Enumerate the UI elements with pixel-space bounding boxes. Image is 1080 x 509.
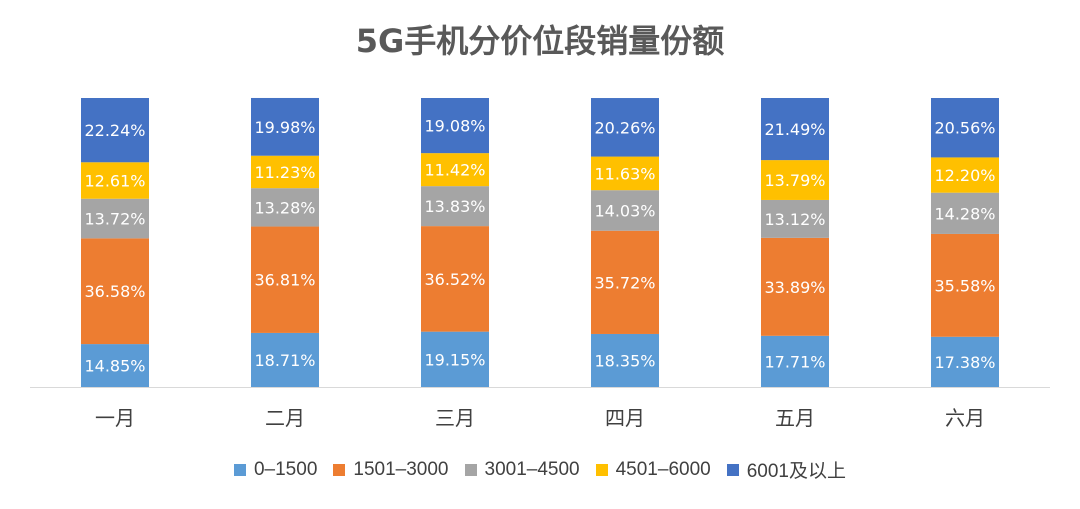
bar-segment-series-2-cat-1 bbox=[251, 188, 319, 227]
data-label-series-2-cat-5: 14.28% bbox=[934, 204, 995, 223]
data-label-series-0-cat-4: 17.71% bbox=[764, 352, 825, 371]
legend-item-2: 3001–4500 bbox=[464, 458, 580, 481]
legend-item-1: 1501–3000 bbox=[333, 458, 449, 481]
legend-swatch-0 bbox=[233, 463, 246, 476]
data-label-series-3-cat-2: 11.42% bbox=[424, 161, 485, 180]
data-label-series-4-cat-3: 20.26% bbox=[594, 118, 655, 137]
bar-segment-series-0-cat-5 bbox=[931, 336, 999, 387]
data-label-series-2-cat-4: 13.12% bbox=[764, 210, 825, 229]
bar-segment-series-0-cat-2 bbox=[421, 331, 489, 387]
bar-segment-series-1-cat-3 bbox=[591, 230, 659, 334]
legend-label-0: 0–1500 bbox=[253, 458, 318, 480]
data-label-series-4-cat-4: 21.49% bbox=[764, 120, 825, 139]
data-label-series-1-cat-4: 33.89% bbox=[764, 278, 825, 297]
legend-label-1: 1501–3000 bbox=[353, 458, 449, 480]
x-tick-label-0: 一月 bbox=[95, 406, 135, 430]
chart-legend: 0–1500 1501–3000 3001–4500 4501–6000 6001及以上 bbox=[0, 456, 1080, 483]
bar-segment-series-3-cat-5 bbox=[931, 157, 999, 193]
bar-segment-series-0-cat-3 bbox=[591, 333, 659, 387]
data-label-series-3-cat-5: 12.20% bbox=[934, 166, 995, 185]
bar-segment-series-4-cat-1 bbox=[251, 97, 319, 156]
data-label-series-4-cat-2: 19.08% bbox=[424, 117, 485, 136]
data-label-series-2-cat-1: 13.28% bbox=[254, 198, 315, 217]
legend-swatch-2 bbox=[464, 463, 477, 476]
legend-label-4: 6001及以上 bbox=[746, 461, 846, 482]
x-tick-label-2: 三月 bbox=[435, 406, 475, 430]
bar-segment-series-1-cat-1 bbox=[251, 226, 319, 333]
bar-segment-series-4-cat-3 bbox=[591, 98, 659, 157]
data-label-series-3-cat-0: 12.61% bbox=[84, 171, 145, 190]
legend-item-3: 4501–6000 bbox=[595, 458, 711, 481]
x-tick-label-4: 五月 bbox=[775, 406, 815, 430]
data-label-series-1-cat-0: 36.58% bbox=[84, 282, 145, 301]
data-label-series-2-cat-3: 14.03% bbox=[594, 201, 655, 220]
data-label-series-2-cat-0: 13.72% bbox=[84, 210, 145, 229]
data-label-series-2-cat-2: 13.83% bbox=[424, 197, 485, 216]
data-label-series-1-cat-5: 35.58% bbox=[934, 276, 995, 295]
bar-segment-series-3-cat-3 bbox=[591, 156, 659, 191]
data-label-series-0-cat-5: 17.38% bbox=[934, 353, 995, 372]
data-label-series-3-cat-4: 13.79% bbox=[764, 171, 825, 190]
legend-swatch-4 bbox=[726, 463, 739, 476]
data-label-series-0-cat-0: 14.85% bbox=[84, 357, 145, 376]
bar-segment-series-4-cat-4 bbox=[761, 98, 829, 161]
data-label-series-0-cat-2: 19.15% bbox=[424, 350, 485, 369]
bar-segment-series-2-cat-4 bbox=[761, 199, 829, 238]
data-label-series-4-cat-0: 22.24% bbox=[84, 121, 145, 140]
legend-swatch-1 bbox=[333, 463, 346, 476]
bar-segment-series-1-cat-5 bbox=[931, 233, 999, 337]
chart-title: 5G手机分价位段销量份额 bbox=[355, 22, 725, 60]
x-tick-label-3: 四月 bbox=[605, 406, 645, 430]
data-label-series-0-cat-1: 18.71% bbox=[254, 351, 315, 370]
legend-item-4: 6001及以上 bbox=[726, 456, 846, 483]
bar-segment-series-1-cat-2 bbox=[421, 226, 489, 332]
bar-segment-series-3-cat-2 bbox=[421, 153, 489, 187]
bar-segment-series-3-cat-0 bbox=[81, 162, 149, 199]
bar-segment-series-4-cat-5 bbox=[931, 98, 999, 158]
x-tick-label-5: 六月 bbox=[945, 406, 985, 430]
legend-item-0: 0–1500 bbox=[233, 458, 318, 481]
bar-segment-series-2-cat-2 bbox=[421, 186, 489, 227]
data-label-series-1-cat-1: 36.81% bbox=[254, 271, 315, 290]
data-label-series-3-cat-1: 11.23% bbox=[254, 163, 315, 182]
bar-segment-series-2-cat-0 bbox=[81, 198, 149, 239]
legend-swatch-3 bbox=[595, 463, 608, 476]
bar-segment-series-1-cat-0 bbox=[81, 238, 149, 345]
data-label-series-4-cat-5: 20.56% bbox=[934, 119, 995, 138]
legend-label-2: 3001–4500 bbox=[484, 458, 580, 480]
bar-segment-series-0-cat-0 bbox=[81, 344, 149, 387]
bar-segment-series-2-cat-3 bbox=[591, 190, 659, 231]
data-label-series-3-cat-3: 11.63% bbox=[594, 164, 655, 183]
bar-segment-series-3-cat-4 bbox=[761, 160, 829, 200]
data-label-series-4-cat-1: 19.98% bbox=[254, 118, 315, 137]
bar-segment-series-0-cat-1 bbox=[251, 332, 319, 387]
data-label-series-1-cat-3: 35.72% bbox=[594, 273, 655, 292]
bar-segment-series-1-cat-4 bbox=[761, 237, 829, 336]
data-label-series-0-cat-3: 18.35% bbox=[594, 351, 655, 370]
bar-segment-series-3-cat-1 bbox=[251, 155, 319, 189]
legend-label-3: 4501–6000 bbox=[615, 458, 711, 480]
data-label-series-1-cat-2: 36.52% bbox=[424, 270, 485, 289]
bar-segment-series-0-cat-4 bbox=[761, 335, 829, 387]
x-tick-label-1: 二月 bbox=[265, 406, 305, 430]
bar-segment-series-4-cat-0 bbox=[81, 98, 149, 163]
bar-segment-series-2-cat-5 bbox=[931, 192, 999, 234]
bar-segment-series-4-cat-2 bbox=[421, 98, 489, 154]
